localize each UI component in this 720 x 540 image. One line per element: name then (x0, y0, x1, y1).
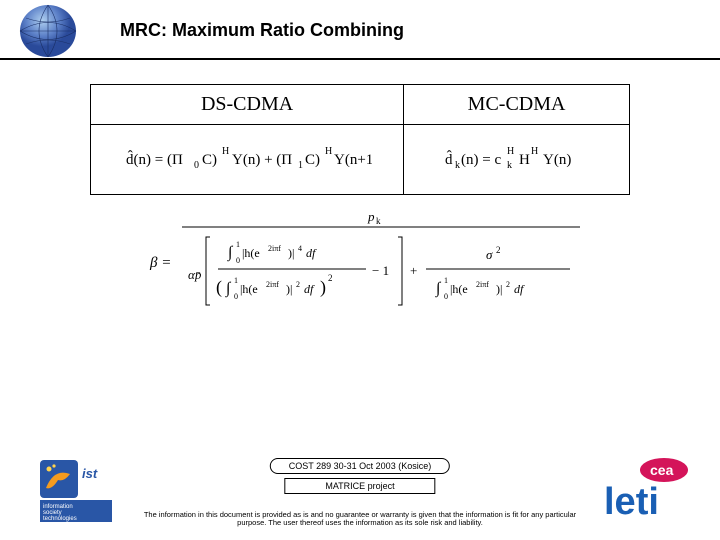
svg-text:∫: ∫ (435, 280, 442, 298)
svg-text:0: 0 (234, 292, 238, 301)
ds-cdma-formula: d̂(n) = (Π 0 C) H Y(n) + (Π 1 C) H Y(n+1… (91, 125, 404, 195)
svg-text:2: 2 (506, 280, 510, 289)
svg-text:d̂: d̂ (445, 150, 453, 168)
table-header-row: DS-CDMA MC-CDMA (91, 85, 630, 125)
svg-text:k: k (507, 160, 512, 171)
project-line: MATRICE project (284, 478, 435, 494)
table-formula-row: d̂(n) = (Π 0 C) H Y(n) + (Π 1 C) H Y(n+1… (91, 125, 630, 195)
svg-text:p: p (367, 209, 375, 224)
col-mc-cdma-header: MC-CDMA (404, 85, 630, 125)
cost-line: COST 289 30-31 Oct 2003 (Kosice) (270, 458, 450, 474)
svg-text:|h(e: |h(e (450, 282, 468, 296)
page-title: MRC: Maximum Ratio Combining (120, 20, 404, 41)
svg-text:1: 1 (234, 276, 238, 285)
svg-text:αp̄: αp̄ (188, 267, 202, 282)
svg-text:− 1: − 1 (372, 263, 389, 278)
svg-text:2: 2 (328, 273, 333, 283)
svg-text:H: H (222, 146, 229, 157)
svg-text:β =: β = (149, 255, 171, 271)
svg-text:2: 2 (296, 280, 300, 289)
svg-text:df: df (306, 246, 317, 260)
svg-text:C): C) (202, 152, 217, 168)
svg-text:k: k (376, 216, 381, 226)
svg-text:1: 1 (236, 240, 240, 249)
ist-logo-icon: information society technologies ist (40, 460, 112, 522)
svg-text:0: 0 (444, 292, 448, 301)
svg-text:df: df (304, 282, 315, 296)
svg-text:(: ( (216, 277, 222, 298)
footer: information society technologies ist COS… (0, 440, 720, 540)
svg-text:Y(n): Y(n) (543, 152, 571, 168)
svg-text:k: k (455, 160, 460, 171)
header: MRC: Maximum Ratio Combining (0, 0, 720, 60)
svg-text:|h(e: |h(e (240, 282, 258, 296)
svg-text:0: 0 (236, 256, 240, 265)
svg-text:(n) = c: (n) = c (461, 152, 501, 168)
svg-text:2iπf: 2iπf (268, 244, 281, 253)
mc-cdma-formula: d̂ k (n) = c k H H H Y(n) (404, 125, 630, 195)
svg-text:H: H (519, 152, 530, 168)
beta-equation: β = p k αp̄ ∫ 1 0 |h(e 2iπf )| 4 df ( ∫ … (110, 207, 610, 322)
svg-text:)|: )| (496, 282, 502, 296)
comparison-table: DS-CDMA MC-CDMA d̂(n) = (Π 0 C) H Y(n) +… (90, 84, 630, 195)
svg-text:∫: ∫ (227, 244, 234, 262)
col-ds-cdma-header: DS-CDMA (91, 85, 404, 125)
svg-text:H: H (507, 146, 514, 157)
svg-text:technologies: technologies (43, 516, 77, 522)
svg-text:1: 1 (444, 276, 448, 285)
svg-text:|h(e: |h(e (242, 246, 260, 260)
svg-text:cea: cea (650, 462, 674, 478)
svg-text:Y(n+1): Y(n+1) (334, 152, 372, 168)
svg-text:0: 0 (194, 160, 199, 171)
svg-text:df: df (514, 282, 525, 296)
svg-text:∫: ∫ (225, 280, 232, 298)
svg-text:4: 4 (298, 244, 302, 253)
sphere-logo-icon (18, 4, 78, 58)
svg-text:2iπf: 2iπf (476, 280, 489, 289)
svg-text:2iπf: 2iπf (266, 280, 279, 289)
svg-text:d̂(n) = (Π: d̂(n) = (Π (126, 150, 183, 168)
svg-text:σ: σ (486, 247, 493, 262)
svg-text:Y(n) + (Π: Y(n) + (Π (232, 152, 292, 168)
svg-text:+: + (410, 263, 417, 278)
content-area: DS-CDMA MC-CDMA d̂(n) = (Π 0 C) H Y(n) +… (0, 60, 720, 322)
cea-leti-logo-icon: cea leti (598, 456, 690, 526)
disclaimer-text: The information in this document is prov… (140, 511, 580, 528)
svg-text:H: H (531, 146, 538, 157)
svg-text:C): C) (305, 152, 320, 168)
svg-text:2: 2 (496, 245, 501, 255)
svg-text:ist: ist (82, 466, 98, 481)
svg-text:): ) (320, 277, 326, 298)
svg-text:1: 1 (298, 160, 303, 171)
svg-text:leti: leti (604, 481, 659, 523)
svg-text:)|: )| (288, 246, 294, 260)
svg-text:)|: )| (286, 282, 292, 296)
svg-text:H: H (325, 146, 332, 157)
